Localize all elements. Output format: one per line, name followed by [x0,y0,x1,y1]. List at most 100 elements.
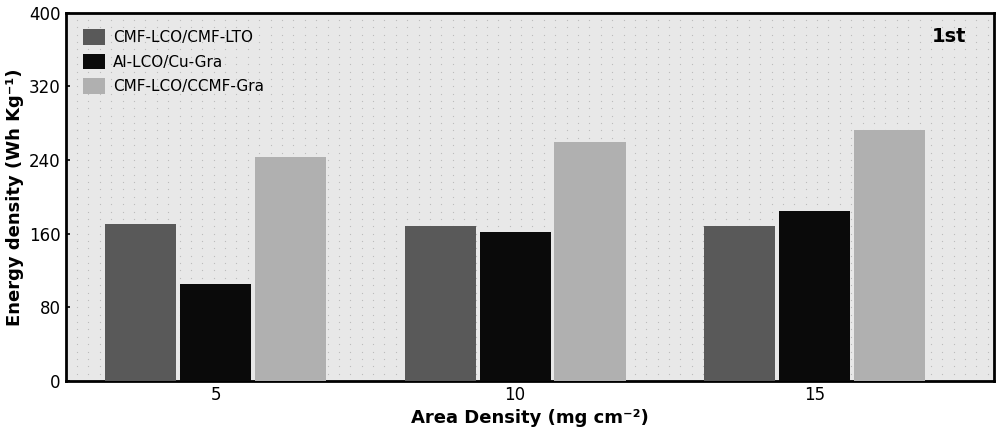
Point [115,61,131,68]
Point [786,90,802,97]
Point [160,311,176,318]
Point [832,39,848,45]
Point [331,24,347,31]
Point [866,341,882,348]
Point [194,127,210,134]
Point [365,260,381,267]
Point [240,245,256,252]
Point [604,201,620,208]
Point [365,252,381,259]
Point [616,61,632,68]
Point [729,216,745,223]
Point [570,275,586,281]
Point [365,105,381,112]
Point [798,275,814,281]
Point [445,355,461,362]
Point [479,267,495,274]
Point [80,134,96,141]
Point [968,311,984,318]
Point [786,61,802,68]
Point [627,149,643,156]
Point [411,319,427,326]
Point [695,149,711,156]
Point [581,193,597,200]
Point [69,39,85,45]
Point [593,127,609,134]
Point [445,363,461,370]
Point [695,68,711,75]
Point [798,134,814,141]
Point [729,105,745,112]
Point [58,230,74,237]
Point [593,120,609,126]
Point [570,120,586,126]
Point [479,193,495,200]
Point [741,142,757,149]
Point [320,260,336,267]
Point [126,156,142,163]
Point [194,297,210,304]
Point [729,363,745,370]
Point [798,216,814,223]
Point [661,370,677,377]
Point [900,230,916,237]
Point [729,304,745,311]
Point [479,304,495,311]
Point [752,208,768,215]
Point [115,289,131,296]
Point [968,348,984,355]
Point [69,370,85,377]
Point [900,120,916,126]
Point [866,223,882,230]
Point [627,260,643,267]
Point [115,260,131,267]
Point [547,319,563,326]
Point [729,31,745,38]
Point [672,304,688,311]
Point [468,223,484,230]
Point [957,267,973,274]
Point [547,326,563,333]
Point [729,46,745,53]
Point [502,341,518,348]
Point [638,24,654,31]
Point [843,178,859,185]
Point [194,46,210,53]
Point [183,83,199,90]
Point [889,311,905,318]
Point [388,208,404,215]
Point [206,112,222,119]
Point [559,348,575,355]
Point [968,171,984,178]
Point [661,252,677,259]
Point [468,97,484,104]
Point [308,61,324,68]
Point [149,24,165,31]
Point [365,9,381,16]
Point [103,16,119,23]
Point [638,355,654,362]
Point [638,370,654,377]
Point [456,39,472,45]
Point [832,75,848,82]
Point [855,171,871,178]
Point [251,267,267,274]
Point [308,311,324,318]
Point [103,164,119,171]
Point [354,326,370,333]
Point [798,105,814,112]
Point [877,90,893,97]
Point [536,75,552,82]
Point [126,216,142,223]
Point [80,53,96,60]
Point [900,208,916,215]
Point [866,348,882,355]
Point [490,333,506,340]
Point [217,193,233,200]
Point [456,53,472,60]
Point [684,245,700,252]
Point [604,39,620,45]
Point [877,24,893,31]
Point [433,370,449,377]
Point [832,326,848,333]
